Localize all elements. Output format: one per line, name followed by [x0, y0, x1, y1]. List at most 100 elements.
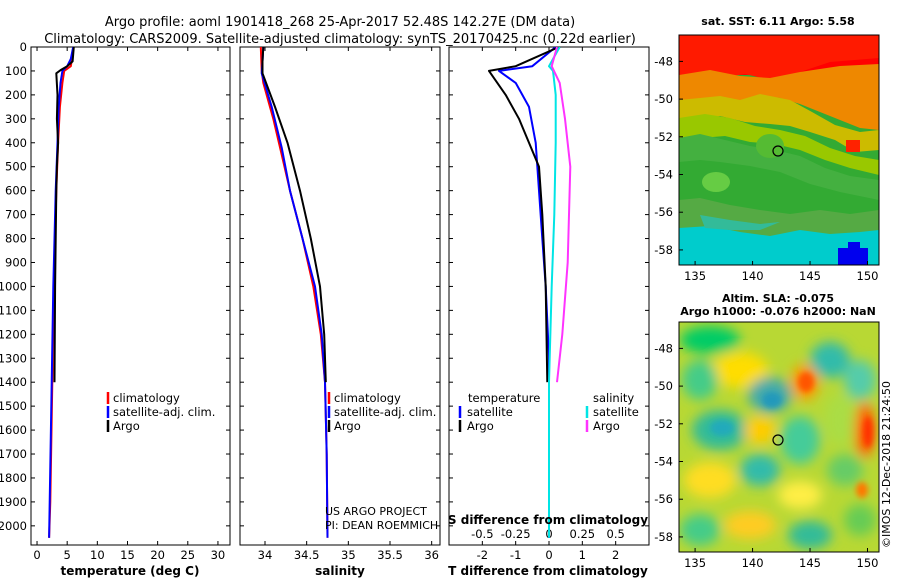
depth-tick-label: 1400 [0, 375, 27, 389]
salinity-panel-frame [239, 46, 441, 546]
legend-label-climatology: climatology [113, 391, 180, 405]
legend-label-t-argo: Argo [467, 419, 494, 433]
series-line [261, 47, 327, 383]
legend-label-s-satellite: satellite [593, 405, 639, 419]
sla-map-ticks: -48 -50 -52 -54 -56 -58 135 140 145 150 [654, 341, 878, 570]
s-difference-x-tick-label: -0.5 [471, 527, 493, 541]
legend-label-argo: Argo [334, 419, 361, 433]
sst-map-frame [678, 34, 880, 266]
depth-tick-label: 300 [5, 112, 27, 126]
depth-tick-label: 700 [5, 208, 27, 222]
depth-tick-label: 1000 [0, 279, 27, 293]
difference-temperature-legend: temperature satellite Argo [458, 391, 540, 433]
depth-tick-label: 0 [20, 40, 27, 54]
map-lon-tick-label: 145 [799, 556, 821, 570]
t-difference-x-tick-label: 0 [545, 548, 552, 562]
sst-map-title: sat. SST: 6.11 Argo: 5.58 [701, 15, 854, 28]
map-lat-tick-label: -58 [654, 530, 673, 544]
sst-argo-marker [772, 145, 784, 157]
sst-map-image [679, 35, 879, 265]
temperature-x-tick-label: 0 [33, 548, 40, 562]
map-lat-tick-label: -56 [654, 492, 673, 506]
s-difference-xlabel: S difference from climatology [448, 513, 648, 527]
depth-tick-label: 1100 [0, 303, 27, 317]
t-difference-x-tick-label: -1 [510, 548, 521, 562]
temperature-legend: climatology satellite-adj. clim. Argo [106, 391, 215, 433]
legend-label-satellite: satellite-adj. clim. [334, 405, 436, 419]
depth-tick-label: 500 [5, 160, 27, 174]
s-difference-x-tick-label: -0.25 [501, 527, 531, 541]
depth-tick-label: 1500 [0, 399, 27, 413]
depth-tick-label: 1300 [0, 351, 27, 365]
t-difference-xlabel: T difference from climatology [448, 564, 648, 578]
depth-tick-labels: 0 100 200 300 400 500 600 700 800 900 1000 1100 1200… [0, 40, 27, 533]
map-lat-tick-label: -58 [654, 243, 673, 257]
temperature-series [48, 47, 75, 538]
map-lon-tick-label: 140 [742, 556, 764, 570]
temperature-x-tick-label: 30 [211, 548, 226, 562]
map-lon-tick-label: 145 [799, 269, 821, 283]
map-lat-tick-label: -54 [654, 168, 673, 182]
salinity-series [259, 47, 329, 538]
map-lat-tick-label: -56 [654, 205, 673, 219]
depth-tick-label: 200 [5, 88, 27, 102]
depth-tick-label: 900 [5, 255, 27, 269]
pi-note: PI: DEAN ROEMMICH [325, 519, 438, 532]
map-lat-tick-label: -52 [654, 130, 673, 144]
temperature-x-tick-label: 10 [90, 548, 105, 562]
sla-map-frame [678, 321, 880, 553]
legend-label-satellite: satellite-adj. clim. [113, 405, 215, 419]
panel-ticks: 0 5 10 15 20 25 30 34 34.5 35 35.5 36 -2 -1 0 1 2 -0.5 -0.… [31, 46, 649, 562]
temperature-x-tick-label: 20 [150, 548, 165, 562]
map-lat-tick-label: -48 [654, 54, 673, 68]
depth-tick-label: 600 [5, 184, 27, 198]
salinity-x-tick-label: 34 [258, 548, 273, 562]
legend-title-salinity: salinity [593, 391, 634, 405]
s-difference-x-tick-label: 0.5 [607, 527, 625, 541]
figure-title-line1: Argo profile: aoml 1901418_268 25-Apr-20… [105, 15, 575, 30]
depth-tick-label: 1600 [0, 423, 27, 437]
sla-argo-marker [772, 434, 784, 446]
depth-tick-label: 2000 [0, 519, 27, 533]
map-lat-tick-label: -52 [654, 417, 673, 431]
difference-salinity-legend: salinity satellite Argo [585, 391, 639, 433]
salinity-x-tick-label: 35.5 [377, 548, 403, 562]
imos-watermark: ©IMOS 12-Dec-2018 21:24:50 [880, 381, 893, 548]
series-line [53, 47, 75, 383]
salinity-x-tick-label: 35 [341, 548, 356, 562]
s-difference-x-tick-label: 0.25 [570, 527, 596, 541]
figure-title-line2: Climatology: CARS2009. Satellite-adjuste… [44, 32, 636, 47]
map-lat-tick-label: -50 [654, 379, 673, 393]
legend-title-temperature: temperature [468, 391, 540, 405]
difference-series [488, 47, 572, 538]
sla-map-title1: Altim. SLA: -0.075 [722, 292, 834, 305]
legend-label-argo: Argo [113, 419, 140, 433]
salinity-legend: climatology satellite-adj. clim. Argo [327, 391, 436, 433]
map-lon-tick-label: 140 [742, 269, 764, 283]
depth-tick-label: 1200 [0, 327, 27, 341]
legend-label-climatology: climatology [334, 391, 401, 405]
map-lon-tick-label: 150 [857, 269, 879, 283]
project-note: US ARGO PROJECT [325, 505, 427, 518]
series-line [548, 47, 561, 538]
map-lat-tick-label: -54 [654, 455, 673, 469]
temperature-panel-frame [30, 46, 231, 546]
temperature-x-tick-label: 15 [120, 548, 135, 562]
salinity-x-tick-label: 34.5 [294, 548, 320, 562]
sla-map-image [679, 322, 879, 552]
salinity-x-tick-label: 36 [424, 548, 439, 562]
depth-tick-label: 1800 [0, 471, 27, 485]
salinity-xlabel: salinity [315, 564, 365, 578]
temperature-xlabel: temperature (deg C) [61, 564, 200, 578]
t-difference-x-tick-label: 2 [612, 548, 619, 562]
series-line [550, 47, 572, 383]
temperature-x-tick-label: 25 [180, 548, 195, 562]
legend-label-s-argo: Argo [593, 419, 620, 433]
map-lon-tick-label: 135 [684, 556, 706, 570]
depth-tick-label: 800 [5, 232, 27, 246]
map-lon-tick-label: 150 [857, 556, 879, 570]
depth-tick-label: 1700 [0, 447, 27, 461]
temperature-x-tick-label: 5 [64, 548, 71, 562]
series-line [488, 47, 560, 383]
